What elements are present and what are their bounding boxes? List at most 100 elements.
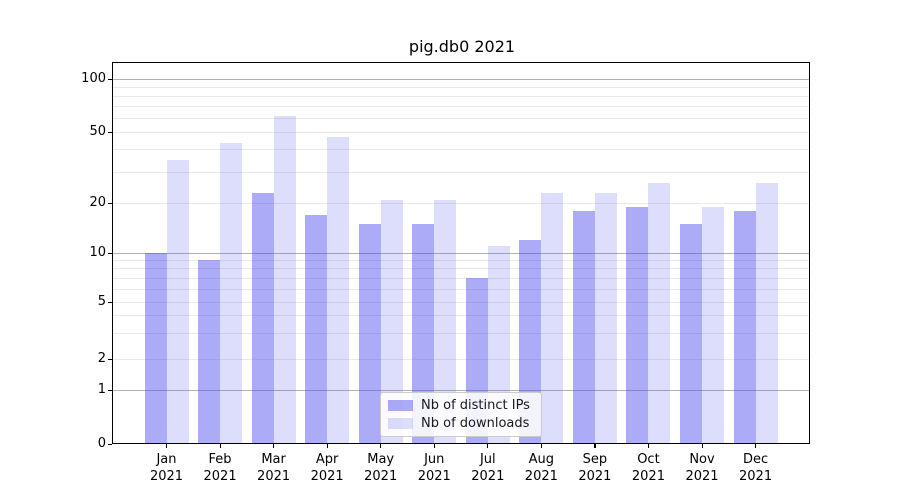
bar-downloads xyxy=(755,183,778,443)
legend-item-distinct-ips: Nb of distinct IPs xyxy=(388,398,534,413)
y-tick-mark xyxy=(108,390,112,392)
legend-label-downloads: Nb of downloads xyxy=(421,416,530,431)
gridline-major xyxy=(113,78,809,80)
bar-distinct-ips xyxy=(733,211,756,443)
bar-downloads xyxy=(434,199,457,443)
legend-item-downloads: Nb of downloads xyxy=(388,416,534,431)
y-tick-mark xyxy=(108,132,112,134)
bar-distinct-ips xyxy=(572,211,595,443)
gridline-minor xyxy=(113,86,809,88)
x-tick-mark xyxy=(594,444,596,448)
x-tick-month: Sep xyxy=(582,452,608,467)
x-tick-year: 2021 xyxy=(364,469,398,484)
bar-downloads xyxy=(166,160,189,443)
gridline-minor xyxy=(113,315,809,317)
x-tick-year: 2021 xyxy=(257,469,291,484)
y-tick-label: 0 xyxy=(97,435,106,451)
y-tick-mark xyxy=(108,443,112,445)
x-tick-label: Sep 2021 xyxy=(563,451,627,485)
bar-distinct-ips xyxy=(251,192,274,443)
bar-downloads xyxy=(702,207,724,443)
bar-downloads xyxy=(380,199,403,443)
x-tick-month: Jan xyxy=(156,452,177,467)
x-tick-year: 2021 xyxy=(631,469,665,484)
legend: Nb of distinct IPs Nb of downloads xyxy=(380,392,542,437)
bar-distinct-ips xyxy=(680,224,702,443)
gridline-minor xyxy=(113,203,809,205)
gridline-minor xyxy=(113,132,809,134)
gridline-minor xyxy=(113,106,809,108)
x-tick-mark xyxy=(219,444,221,448)
gridline-minor xyxy=(113,333,809,335)
x-tick-mark xyxy=(380,444,382,448)
x-tick-month: Jun xyxy=(424,452,445,467)
gridline-major xyxy=(113,390,809,391)
x-tick-mark xyxy=(326,444,328,448)
x-tick-month: Feb xyxy=(208,452,232,467)
legend-swatch-downloads xyxy=(388,418,413,429)
chart-title: pig.db0 2021 xyxy=(408,37,516,56)
x-tick-year: 2021 xyxy=(471,469,505,484)
gridline-minor xyxy=(113,288,809,290)
bar-distinct-ips xyxy=(626,207,649,443)
y-tick-label: 10 xyxy=(89,244,106,260)
x-tick-mark xyxy=(487,444,489,448)
gridline-minor xyxy=(113,149,809,151)
bar-downloads xyxy=(541,192,564,443)
x-tick-month: Dec xyxy=(742,452,769,467)
y-tick-label: 20 xyxy=(89,195,106,211)
legend-swatch-distinct-ips xyxy=(388,400,413,411)
x-tick-month: Jul xyxy=(479,452,496,467)
x-tick-label: Dec 2021 xyxy=(724,451,788,485)
bar-distinct-ips xyxy=(144,253,167,443)
y-tick-label: 5 xyxy=(97,293,106,309)
bar-distinct-ips xyxy=(198,260,221,443)
y-tick-mark xyxy=(108,78,112,80)
bar-downloads xyxy=(648,183,671,443)
x-tick-mark xyxy=(166,444,168,448)
x-tick-label: Feb 2021 xyxy=(188,451,252,485)
x-tick-year: 2021 xyxy=(685,469,719,484)
y-tick-label: 50 xyxy=(89,124,106,140)
x-tick-label: Jun 2021 xyxy=(402,451,466,485)
gridline-minor xyxy=(113,358,809,360)
gridline-minor xyxy=(113,118,809,120)
x-tick-label: Nov 2021 xyxy=(670,451,734,485)
y-tick-label: 100 xyxy=(81,70,106,86)
x-tick-year: 2021 xyxy=(578,469,612,484)
x-tick-year: 2021 xyxy=(524,469,558,484)
x-tick-mark xyxy=(755,444,757,448)
x-tick-year: 2021 xyxy=(149,469,184,484)
x-tick-label: Jan 2021 xyxy=(135,451,199,485)
x-tick-year: 2021 xyxy=(203,469,237,484)
gridline-minor xyxy=(113,268,809,270)
gridline-minor xyxy=(113,301,809,303)
x-tick-month: Oct xyxy=(637,452,660,467)
gridline-minor xyxy=(113,95,809,97)
x-tick-year: 2021 xyxy=(417,469,451,484)
x-tick-month: Mar xyxy=(261,452,286,467)
bar-downloads xyxy=(327,137,350,443)
x-tick-label: Jul 2021 xyxy=(456,451,520,485)
x-tick-mark xyxy=(647,444,650,448)
legend-label-distinct-ips: Nb of distinct IPs xyxy=(421,398,530,413)
x-tick-month: May xyxy=(367,452,395,467)
gridline-minor xyxy=(113,171,809,173)
y-tick-mark xyxy=(108,358,112,360)
x-tick-month: Nov xyxy=(689,452,715,467)
x-tick-mark xyxy=(433,444,435,448)
y-tick-mark xyxy=(108,252,112,254)
x-tick-label: May 2021 xyxy=(349,451,413,485)
bar-distinct-ips xyxy=(412,224,435,443)
bar-downloads xyxy=(594,192,617,443)
y-tick-label: 2 xyxy=(97,350,106,366)
x-tick-month: Apr xyxy=(315,452,339,467)
gridline-major xyxy=(113,252,809,254)
gridline-minor xyxy=(113,259,809,261)
y-tick-mark xyxy=(108,203,112,205)
x-tick-year: 2021 xyxy=(739,469,773,484)
y-tick-label: 1 xyxy=(97,382,106,397)
